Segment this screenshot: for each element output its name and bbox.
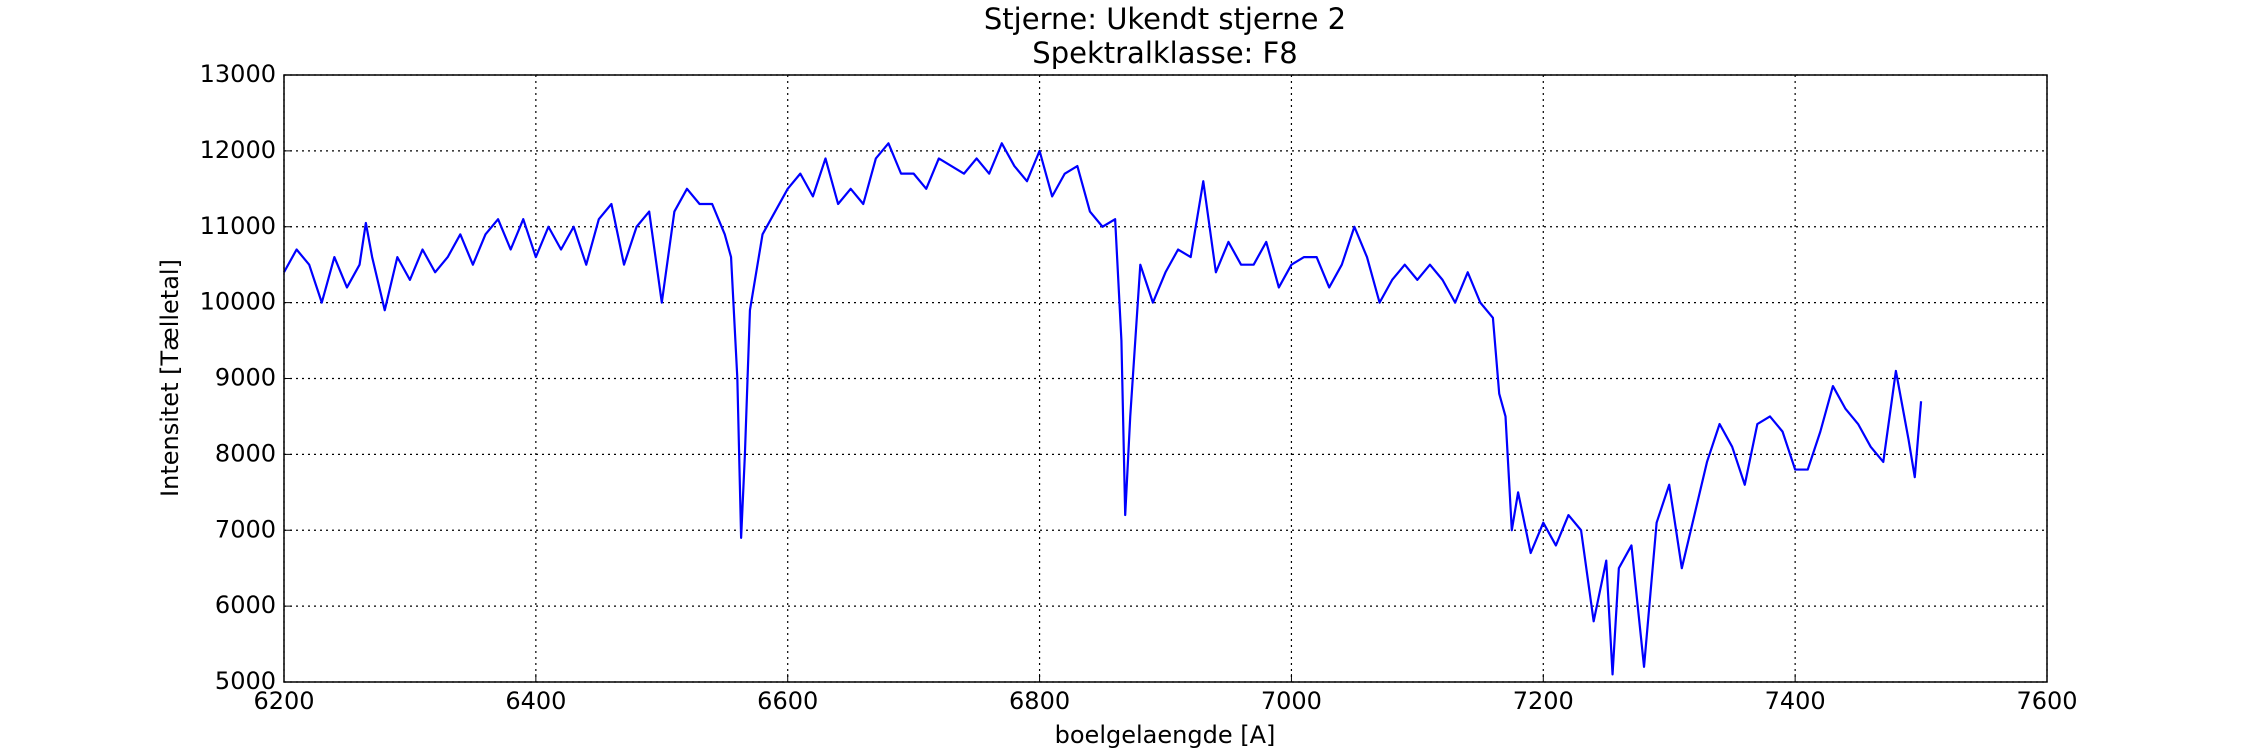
y-tick-label: 7000 (215, 515, 276, 543)
x-tick-label: 6600 (757, 687, 818, 715)
x-tick-label: 6200 (253, 687, 314, 715)
x-tick-label: 7200 (1513, 687, 1574, 715)
x-tick-label: 6800 (1009, 687, 1070, 715)
y-tick-label: 6000 (215, 591, 276, 619)
x-axis-label: boelgelaengde [A] (1055, 721, 1276, 749)
spectrum-line (283, 142, 1923, 676)
x-tick-label: 7400 (1765, 687, 1826, 715)
chart-title: Stjerne: Ukendt stjerne 2 (984, 2, 1346, 36)
y-tick-label: 5000 (215, 667, 276, 695)
x-tick-label: 6400 (505, 687, 566, 715)
y-tick-label: 12000 (200, 136, 276, 164)
plot-frame (283, 74, 2048, 683)
y-tick-label: 9000 (215, 364, 276, 392)
y-tick-label: 8000 (215, 439, 276, 467)
y-tick-label: 11000 (200, 212, 276, 240)
x-tick-label: 7000 (1261, 687, 1322, 715)
x-tick-label: 7600 (2016, 687, 2077, 715)
y-axis-label: Intensitet [Tælletal] (156, 259, 184, 497)
y-tick-label: 10000 (200, 288, 276, 316)
chart-subtitle: Spektralklasse: F8 (1032, 36, 1297, 70)
y-tick-label: 13000 (200, 60, 276, 88)
